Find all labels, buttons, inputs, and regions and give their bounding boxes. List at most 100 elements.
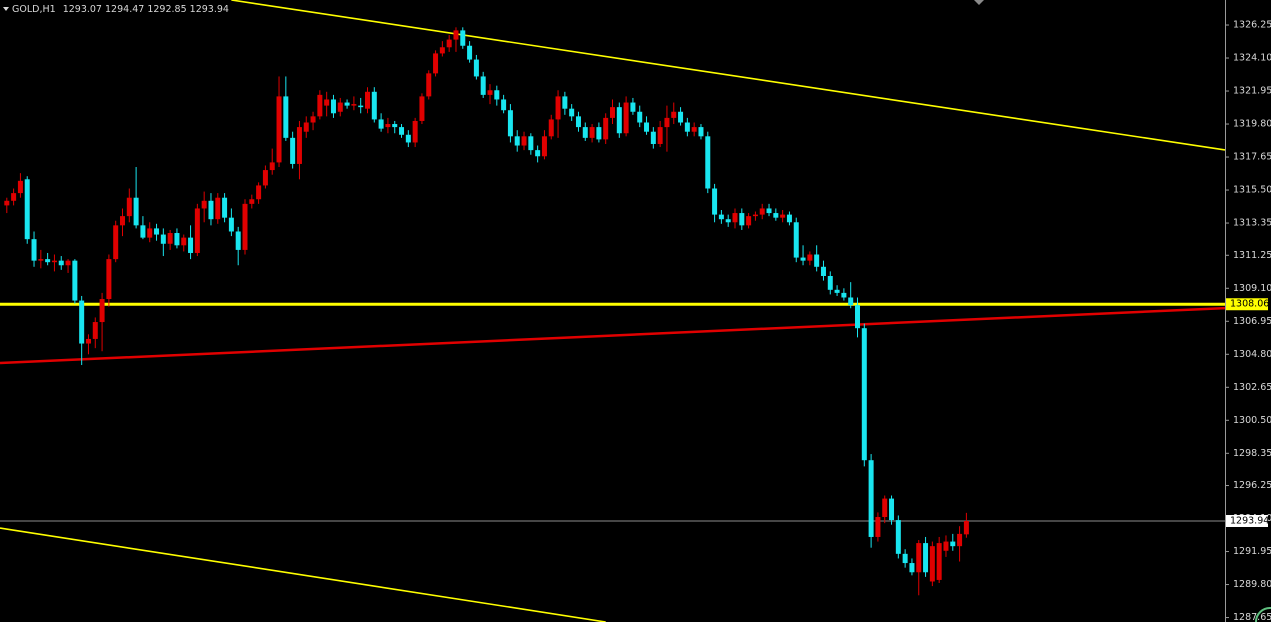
last-close: 1293.94 [190,4,229,15]
candle-body [596,127,602,140]
candle-body [467,45,473,60]
candle-body [541,136,547,157]
candle-body [494,90,500,100]
candle-body [11,193,17,201]
last-high: 1294.47 [105,4,144,15]
trend-line [231,0,1225,151]
bid-label: 1293.94 [1230,515,1269,526]
candle-body [657,127,663,144]
candle-body [45,259,51,263]
candle-body [664,117,670,128]
bid-label-box [1226,514,1268,527]
candle-body [310,116,316,123]
candle-body [705,136,711,189]
candle-body [963,520,969,535]
candle-body [160,234,166,244]
candle-body [433,53,439,74]
candle-body [521,136,527,146]
candle-body [365,91,370,109]
candle-body [487,90,493,95]
candle-body [766,208,772,214]
y-tick-label: 1300.50 [1233,415,1271,426]
last-open: 1293.07 [63,4,102,15]
candle-body [909,563,915,573]
candle-body [671,111,677,118]
y-tick-label: 1309.10 [1233,283,1271,294]
y-tick-label: 1326.25 [1233,20,1271,31]
y-tick-label: 1289.80 [1233,579,1271,590]
candle-body [637,111,643,123]
candle-body [923,543,929,573]
y-tick-label: 1317.65 [1233,152,1271,163]
candle-body [51,260,57,263]
candle-body [936,543,942,580]
candle-body [535,150,541,157]
candle-body [344,102,350,106]
candle-body [72,260,78,301]
corner-icon [1254,606,1271,622]
candle-body [759,208,765,215]
candle-body [562,96,568,109]
candle-body [290,137,296,164]
candle-body [528,136,534,151]
candle-body [120,216,125,226]
candle-body [895,520,901,554]
candle-body [65,260,71,266]
candle-body [644,122,650,132]
candle-body [256,185,262,200]
candle-body [786,214,792,223]
candle-body [848,297,854,306]
candle-body [820,266,826,277]
price-axis: 1326.25 1324.10 1321.95 1319.80 1317.65 1315.… [1225,20,1271,622]
candle-body [405,134,411,143]
candle-body [426,73,432,97]
candle-body [154,228,160,235]
level-label-box [1226,298,1268,311]
candle-body [569,108,575,117]
y-tick-label: 1298.35 [1233,448,1271,459]
candle-body [99,299,105,323]
candle-body [378,119,384,129]
candle-body [412,120,418,143]
candle-body [480,76,486,95]
candle-body [31,239,37,261]
candle-body [691,127,697,132]
candle-body [610,107,615,118]
candle-body [269,162,275,171]
candle-body [201,200,207,209]
candle-body [399,127,405,135]
candle-body [58,260,64,266]
candle-body [317,94,323,117]
candle-body [113,225,119,260]
candle-body [249,199,255,204]
candle-body [330,99,336,114]
level-label: 1308.06 [1230,299,1269,310]
candle-body [85,338,91,344]
candle-body [957,533,963,547]
candle-body [698,127,704,137]
candle-body [194,208,200,253]
candle-body [807,254,813,261]
plot-area [0,0,1225,622]
y-tick-label: 1321.95 [1233,86,1271,97]
candle-body [678,111,684,123]
candle-body [453,30,459,40]
candle-body [875,517,881,537]
candle-body [507,110,513,137]
candle-body [17,180,23,194]
candle-body [575,116,581,128]
candle-body [24,179,30,240]
last-low: 1292.85 [147,4,186,15]
candle-body [439,47,445,54]
candle-body [929,546,935,582]
candle-body [385,124,391,128]
candle-body [834,289,840,293]
candle-body [746,216,752,226]
candle-body [582,127,588,138]
candle-body [419,96,425,121]
y-tick-label: 1311.25 [1233,250,1271,261]
menu-arrow [3,7,9,11]
y-tick-label: 1324.10 [1233,53,1271,64]
